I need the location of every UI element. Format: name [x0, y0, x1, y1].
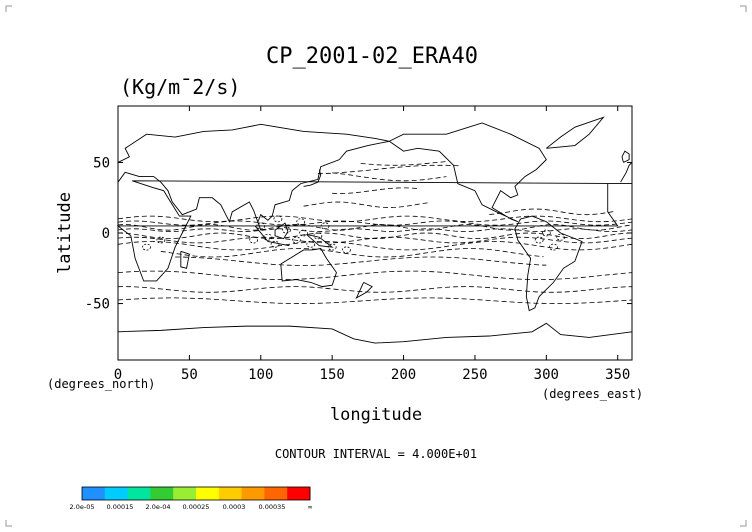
coastline-antarctica — [117, 322, 633, 344]
x-tick-label: 350 — [605, 367, 630, 383]
colorbar-swatch — [127, 487, 151, 500]
x-tick-label: 100 — [248, 367, 273, 383]
colorbar-swatch — [218, 487, 243, 500]
colorbar-swatch — [104, 487, 129, 500]
colorbar-swatch — [196, 487, 220, 500]
contour-line — [160, 248, 544, 258]
precip-contours — [117, 161, 633, 305]
coastline-madagascar — [180, 250, 190, 269]
x-tick-label: 50 — [181, 367, 198, 383]
contour-line — [117, 297, 633, 305]
contour-loop — [342, 246, 351, 254]
contour-line — [332, 187, 418, 194]
contour-loop — [282, 226, 291, 234]
contour-loop — [292, 236, 301, 244]
contour-line — [360, 161, 447, 166]
y-tick-label: 0 — [102, 226, 110, 242]
contour-line — [117, 220, 633, 226]
units-label: (Kg/m¯2/s) — [120, 75, 240, 99]
colorbar-label: 2.0e-05 — [70, 503, 95, 511]
x-tick-label: 250 — [462, 367, 487, 383]
coastline-north-america — [389, 122, 547, 223]
contour-loop — [306, 240, 316, 248]
contour-line — [332, 172, 447, 182]
contour-interval-label: CONTOUR INTERVAL = 4.000E+01 — [275, 447, 477, 461]
contour-loop — [313, 232, 323, 240]
contour-line — [117, 241, 633, 251]
contour-line — [117, 236, 633, 244]
colorbar-swatch — [264, 487, 288, 500]
colorbar-swatch — [241, 487, 265, 500]
colorbar-swatch — [287, 487, 311, 500]
contour-line — [489, 208, 615, 216]
colorbar-label: 0.00015 — [107, 503, 134, 511]
x-axis-label: longitude — [330, 405, 422, 425]
chart-title: CP_2001-02_ERA40 — [266, 44, 478, 69]
contour-loop — [549, 243, 558, 251]
contour-line — [117, 228, 633, 233]
contour-loop — [142, 243, 151, 251]
contour-line — [117, 286, 633, 293]
contour-line — [117, 224, 633, 231]
colorbar-frame — [81, 486, 311, 501]
colorbar-label: 0.0003 — [223, 503, 246, 511]
y-tick-label: -50 — [85, 297, 110, 313]
x-unit-label: (degrees_east) — [542, 387, 643, 401]
crop-marks — [5, 5, 747, 527]
contour-loop — [534, 236, 544, 244]
contour-loop — [256, 222, 266, 230]
coastline-greenland — [546, 116, 605, 149]
contour-loop — [296, 218, 306, 226]
contour-loop — [263, 233, 273, 241]
coastline-eurasia — [117, 123, 390, 231]
colorbar-swatch — [82, 487, 106, 500]
y-axis-label: latitude — [55, 192, 75, 274]
x-tick-label: 200 — [391, 367, 416, 383]
contour-line — [303, 201, 430, 209]
coastline-borneo — [274, 222, 289, 240]
colorbar-label: 2.0e-04 — [146, 503, 171, 511]
contour-line — [117, 232, 633, 240]
contour-line — [175, 256, 547, 266]
contour-loop — [541, 229, 551, 237]
y-unit-label: (degrees_north) — [47, 377, 155, 391]
coastline-new-guinea — [306, 233, 334, 248]
x-tick-label: 0 — [114, 367, 122, 383]
colorbar-label: 0.00035 — [259, 503, 286, 511]
colorbar-label: 0.00025 — [183, 503, 210, 511]
contour-loop — [249, 236, 259, 244]
y-tick-label: 50 — [93, 155, 110, 171]
x-tick-label: 150 — [320, 367, 345, 383]
contour-loop — [327, 243, 337, 251]
contour-loop — [320, 222, 330, 230]
coastline-uk — [621, 150, 630, 163]
contour-loop — [299, 229, 309, 237]
contour-line — [117, 215, 633, 223]
colorbar-swatch — [173, 487, 197, 500]
contour-loop — [556, 233, 566, 241]
colorbar-swatch — [150, 487, 174, 500]
coastline-africa — [116, 180, 633, 282]
coastline-south-america — [514, 215, 583, 312]
axes: 0 50 100 150 200 250 300 350 50 0 -50 — [85, 106, 632, 383]
contour-loop — [273, 215, 283, 223]
coastline-europe-west — [620, 162, 633, 183]
colorbar: 2.0e-05 0.00015 2.0e-04 0.00025 0.0003 0.0003… — [70, 486, 313, 511]
contour-line — [117, 270, 633, 281]
colorbar-label: ∞ — [307, 503, 312, 511]
x-tick-label: 300 — [534, 367, 559, 383]
contour-loop — [156, 236, 166, 244]
contour-loop — [270, 240, 280, 248]
